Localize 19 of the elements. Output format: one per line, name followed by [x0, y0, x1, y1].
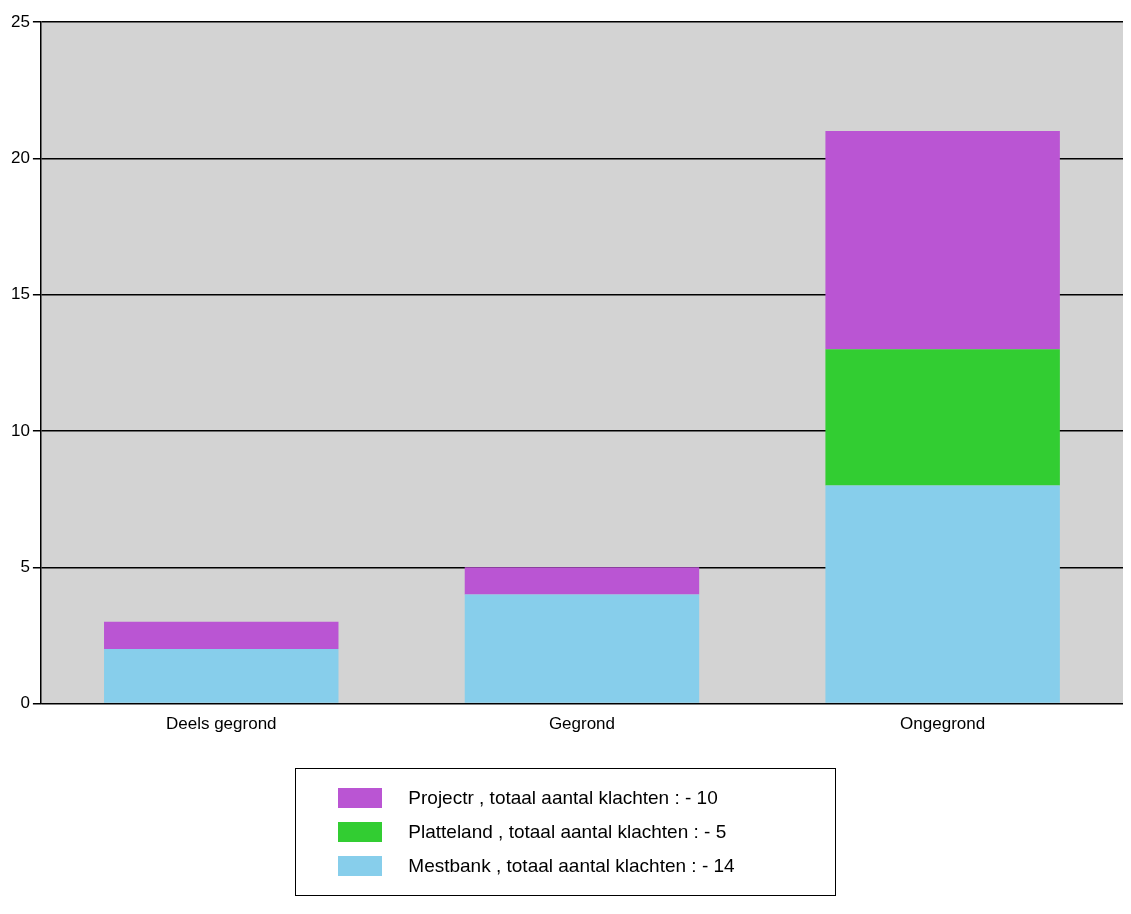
y-tick-label: 5	[20, 556, 30, 576]
bar	[825, 485, 1060, 703]
bar	[825, 349, 1060, 486]
bar	[104, 621, 339, 650]
bar	[464, 567, 700, 595]
legend-label: Projectr , totaal aantal klachten : - 10	[408, 787, 718, 809]
x-tick-label: Deels gegrond	[165, 714, 277, 734]
y-tick-label: 15	[10, 284, 30, 304]
y-tick-label: 25	[10, 11, 30, 31]
x-tick-label: Ongegrond	[900, 714, 986, 734]
legend-label: Platteland , totaal aantal klachten : - 5	[408, 821, 727, 843]
y-tick-label: 10	[10, 420, 30, 440]
y-tick-label: 20	[10, 148, 30, 168]
bar	[825, 131, 1060, 350]
y-tick-label: 0	[20, 693, 30, 713]
bar	[104, 649, 339, 703]
bar	[464, 594, 700, 703]
x-tick-label: Gegrond	[548, 714, 616, 734]
legend-label: Mestbank , totaal aantal klachten : - 14	[408, 855, 735, 877]
